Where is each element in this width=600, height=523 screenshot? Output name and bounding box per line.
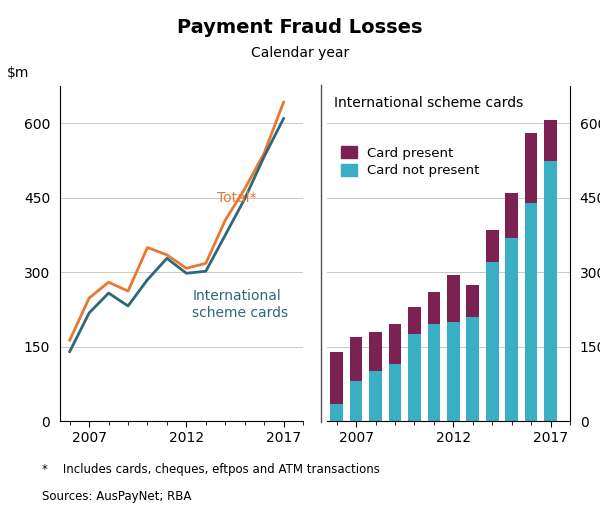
Bar <box>486 263 499 421</box>
Bar <box>544 120 557 161</box>
Bar <box>466 317 479 421</box>
Text: Sources: AusPayNet; RBA: Sources: AusPayNet; RBA <box>42 490 191 503</box>
Bar <box>525 133 538 203</box>
Bar <box>428 324 440 421</box>
Bar <box>505 237 518 421</box>
Text: Total*: Total* <box>217 191 257 205</box>
Bar <box>369 371 382 421</box>
Text: International
scheme cards: International scheme cards <box>192 289 289 320</box>
Legend: Card present, Card not present: Card present, Card not present <box>341 146 479 177</box>
Bar <box>389 324 401 364</box>
Text: Payment Fraud Losses: Payment Fraud Losses <box>177 18 423 37</box>
Bar <box>447 275 460 322</box>
Bar <box>428 292 440 324</box>
Bar <box>331 404 343 421</box>
Bar <box>544 161 557 421</box>
Text: Calendar year: Calendar year <box>251 46 349 60</box>
Bar <box>525 203 538 421</box>
Bar <box>350 337 362 381</box>
Bar <box>350 381 362 421</box>
Text: $m: $m <box>7 65 29 79</box>
Bar <box>505 193 518 237</box>
Text: *    Includes cards, cheques, eftpos and ATM transactions: * Includes cards, cheques, eftpos and AT… <box>42 463 380 476</box>
Text: International scheme cards: International scheme cards <box>334 96 524 110</box>
Bar <box>466 285 479 317</box>
Bar <box>447 322 460 421</box>
Bar <box>389 364 401 421</box>
Bar <box>369 332 382 371</box>
Bar <box>408 334 421 421</box>
Bar <box>408 307 421 334</box>
Bar <box>486 230 499 263</box>
Bar <box>331 351 343 404</box>
